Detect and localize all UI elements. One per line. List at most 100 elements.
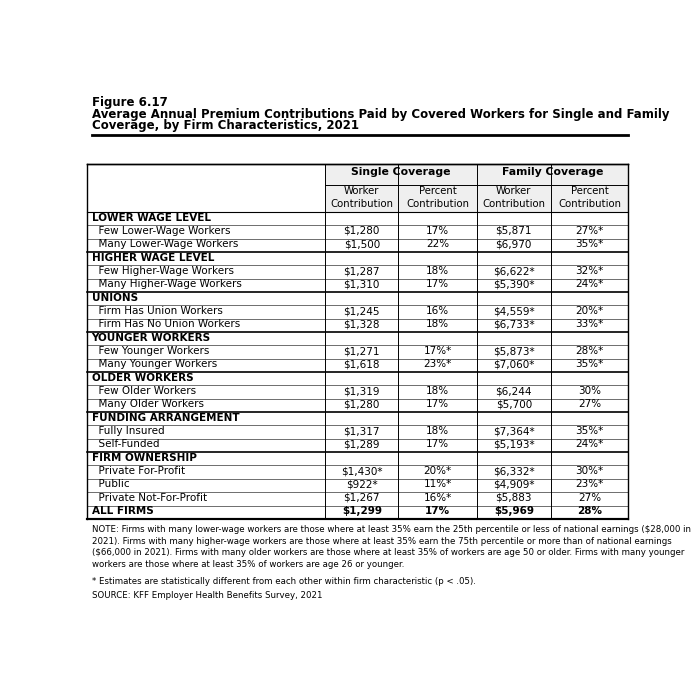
Text: $7,060*: $7,060*	[493, 359, 535, 370]
Text: Worker
Contribution: Worker Contribution	[330, 186, 393, 209]
Text: $7,364*: $7,364*	[493, 426, 535, 436]
Text: Private For-Profit: Private For-Profit	[91, 466, 185, 476]
Text: $6,970: $6,970	[496, 239, 532, 249]
Text: Many Younger Workers: Many Younger Workers	[91, 359, 217, 370]
Text: Many Lower-Wage Workers: Many Lower-Wage Workers	[91, 239, 238, 249]
Text: 17%: 17%	[426, 399, 449, 409]
Text: 23%*: 23%*	[575, 480, 604, 489]
Text: Firm Has Union Workers: Firm Has Union Workers	[91, 306, 223, 316]
Text: Coverage, by Firm Characteristics, 2021: Coverage, by Firm Characteristics, 2021	[91, 120, 359, 133]
Text: $1,319: $1,319	[343, 386, 380, 396]
Text: 18%: 18%	[426, 426, 449, 436]
Text: workers are those where at least 35% of workers are age 26 or younger.: workers are those where at least 35% of …	[91, 560, 404, 569]
Text: $5,390*: $5,390*	[493, 280, 535, 289]
Text: * Estimates are statistically different from each other within firm characterist: * Estimates are statistically different …	[91, 577, 475, 586]
Text: $5,193*: $5,193*	[493, 440, 535, 449]
Text: Few Older Workers: Few Older Workers	[91, 386, 195, 396]
Text: Few Lower-Wage Workers: Few Lower-Wage Workers	[91, 226, 230, 236]
Text: 17%: 17%	[426, 440, 449, 449]
Text: 35%*: 35%*	[575, 239, 604, 249]
Text: $6,733*: $6,733*	[493, 319, 535, 329]
Text: $1,280: $1,280	[343, 399, 380, 409]
Text: FIRM OWNERSHIP: FIRM OWNERSHIP	[91, 453, 196, 463]
Text: 22%: 22%	[426, 239, 449, 249]
Text: $5,969: $5,969	[493, 506, 534, 516]
Text: 28%: 28%	[577, 506, 602, 516]
Bar	[325, 164, 628, 212]
Text: $5,883: $5,883	[496, 493, 532, 503]
Text: 33%*: 33%*	[575, 319, 604, 329]
Text: $1,430*: $1,430*	[341, 466, 383, 476]
Text: $1,280: $1,280	[343, 226, 380, 236]
Text: Percent
Contribution: Percent Contribution	[558, 186, 621, 209]
Text: 17%*: 17%*	[424, 346, 452, 356]
Text: Many Higher-Wage Workers: Many Higher-Wage Workers	[91, 280, 242, 289]
Text: 18%: 18%	[426, 319, 449, 329]
Text: Public: Public	[91, 480, 129, 489]
Text: 16%: 16%	[426, 306, 449, 316]
Text: UNIONS: UNIONS	[91, 293, 138, 303]
Text: $1,267: $1,267	[343, 493, 380, 503]
Text: $4,909*: $4,909*	[493, 480, 535, 489]
Text: Worker
Contribution: Worker Contribution	[482, 186, 545, 209]
Text: 32%*: 32%*	[575, 266, 604, 276]
Text: Single Coverage: Single Coverage	[351, 166, 451, 177]
Text: 27%: 27%	[578, 399, 601, 409]
Text: 24%*: 24%*	[575, 440, 604, 449]
Text: Family Coverage: Family Coverage	[502, 166, 603, 177]
Text: Many Older Workers: Many Older Workers	[91, 399, 204, 409]
Text: OLDER WORKERS: OLDER WORKERS	[91, 373, 193, 383]
Text: $1,500: $1,500	[343, 239, 380, 249]
Text: $5,873*: $5,873*	[493, 346, 535, 356]
Text: 18%: 18%	[426, 266, 449, 276]
Text: SOURCE: KFF Employer Health Benefits Survey, 2021: SOURCE: KFF Employer Health Benefits Sur…	[91, 591, 322, 600]
Text: Figure 6.17: Figure 6.17	[91, 95, 168, 109]
Text: 17%: 17%	[426, 226, 449, 236]
Text: Fully Insured: Fully Insured	[91, 426, 164, 436]
Text: $5,871: $5,871	[496, 226, 532, 236]
Text: $5,700: $5,700	[496, 399, 532, 409]
Text: 28%*: 28%*	[575, 346, 604, 356]
Text: $1,289: $1,289	[343, 440, 380, 449]
Text: $1,271: $1,271	[343, 346, 380, 356]
Text: Self-Funded: Self-Funded	[91, 440, 159, 449]
Text: 24%*: 24%*	[575, 280, 604, 289]
Text: HIGHER WAGE LEVEL: HIGHER WAGE LEVEL	[91, 253, 214, 262]
Text: Private Not-For-Profit: Private Not-For-Profit	[91, 493, 207, 503]
Text: $1,299: $1,299	[342, 506, 382, 516]
Text: LOWER WAGE LEVEL: LOWER WAGE LEVEL	[91, 213, 211, 223]
Text: 27%*: 27%*	[575, 226, 604, 236]
Text: ALL FIRMS: ALL FIRMS	[91, 506, 154, 516]
Text: $1,328: $1,328	[343, 319, 380, 329]
Text: $6,622*: $6,622*	[493, 266, 535, 276]
Text: $6,244: $6,244	[496, 386, 532, 396]
Text: $1,245: $1,245	[343, 306, 380, 316]
Text: 30%*: 30%*	[575, 466, 604, 476]
Text: 11%*: 11%*	[424, 480, 452, 489]
Text: $922*: $922*	[346, 480, 378, 489]
Text: $1,287: $1,287	[343, 266, 380, 276]
Text: $1,618: $1,618	[343, 359, 380, 370]
Text: 35%*: 35%*	[575, 426, 604, 436]
Text: Few Younger Workers: Few Younger Workers	[91, 346, 209, 356]
Text: FUNDING ARRANGEMENT: FUNDING ARRANGEMENT	[91, 413, 239, 423]
Text: 2021). Firms with many higher-wage workers are those where at least 35% earn the: 2021). Firms with many higher-wage worke…	[91, 537, 671, 546]
Text: ($66,000 in 2021). Firms with many older workers are those where at least 35% of: ($66,000 in 2021). Firms with many older…	[91, 548, 684, 557]
Text: NOTE: Firms with many lower-wage workers are those where at least 35% earn the 2: NOTE: Firms with many lower-wage workers…	[91, 525, 690, 534]
Text: Few Higher-Wage Workers: Few Higher-Wage Workers	[91, 266, 234, 276]
Text: $4,559*: $4,559*	[493, 306, 535, 316]
Text: $6,332*: $6,332*	[493, 466, 535, 476]
Text: $1,317: $1,317	[343, 426, 380, 436]
Text: $1,310: $1,310	[343, 280, 380, 289]
Text: 27%: 27%	[578, 493, 601, 503]
Text: 20%*: 20%*	[575, 306, 604, 316]
Text: YOUNGER WORKERS: YOUNGER WORKERS	[91, 333, 211, 343]
Text: 18%: 18%	[426, 386, 449, 396]
Text: 23%*: 23%*	[424, 359, 452, 370]
Text: Percent
Contribution: Percent Contribution	[406, 186, 469, 209]
Text: 20%*: 20%*	[424, 466, 452, 476]
Text: 17%: 17%	[425, 506, 450, 516]
Text: 16%*: 16%*	[424, 493, 452, 503]
Text: Average Annual Premium Contributions Paid by Covered Workers for Single and Fami: Average Annual Premium Contributions Pai…	[91, 108, 669, 121]
Text: 30%: 30%	[578, 386, 601, 396]
